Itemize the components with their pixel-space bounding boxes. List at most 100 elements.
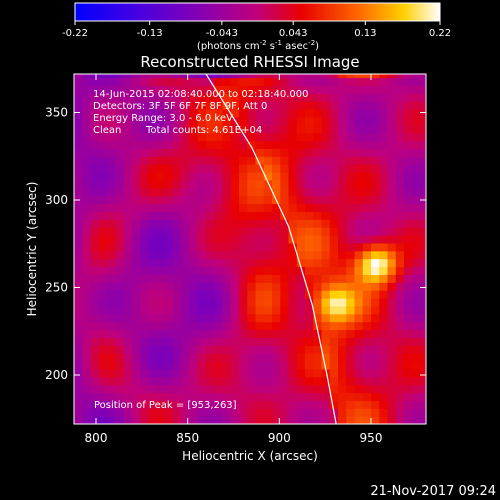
heatmap-cell — [123, 408, 133, 417]
heatmap-cell — [107, 337, 116, 346]
heatmap-cell — [354, 132, 364, 142]
heatmap-cell — [164, 329, 174, 338]
heatmap-cell — [214, 101, 224, 110]
heatmap-cell — [230, 164, 240, 173]
heatmap-cell — [387, 85, 397, 94]
heatmap-cell — [288, 109, 298, 118]
heatmap-cell — [329, 290, 339, 299]
heatmap-cell — [379, 329, 389, 338]
heatmap-cell — [263, 321, 273, 331]
heatmap-cell — [371, 416, 380, 424]
heatmap-cell — [164, 195, 174, 205]
heatmap-cell — [214, 124, 224, 134]
heatmap-cell — [148, 85, 158, 94]
heatmap-cell — [404, 227, 413, 236]
heatmap-cell — [338, 172, 347, 181]
heatmap-cell — [288, 329, 298, 338]
heatmap-cell — [272, 187, 281, 197]
heatmap-cell — [371, 164, 380, 173]
heatmap-cell — [420, 235, 426, 244]
heatmap-cell — [395, 416, 405, 424]
heatmap-cell — [371, 195, 380, 205]
heatmap-cell — [371, 376, 380, 386]
heatmap-cell — [420, 408, 426, 417]
heatmap-cell — [329, 337, 339, 346]
heatmap-cell — [404, 290, 413, 299]
heatmap-cell — [115, 140, 125, 149]
heatmap-cell — [395, 345, 405, 354]
heatmap-cell — [412, 282, 422, 291]
heatmap-cell — [90, 305, 100, 315]
heatmap-cell — [329, 282, 339, 291]
heatmap-cell — [82, 132, 92, 142]
heatmap-cell — [296, 353, 306, 362]
heatmap-cell — [173, 384, 182, 394]
heatmap-cell — [404, 74, 413, 79]
heatmap-cell — [371, 290, 380, 299]
heatmap-cell — [354, 400, 364, 409]
heatmap-cell — [222, 179, 232, 189]
heatmap-cell — [181, 416, 191, 424]
heatmap-cell — [288, 203, 298, 212]
heatmap-cell — [206, 313, 215, 323]
heatmap-cell — [379, 321, 389, 331]
heatmap-cell — [288, 250, 298, 260]
heatmap-cell — [371, 179, 380, 189]
heatmap-cell — [346, 101, 356, 110]
heatmap-cell — [313, 77, 323, 86]
heatmap-cell — [98, 313, 108, 323]
heatmap-cell — [164, 116, 174, 126]
heatmap-cell — [395, 227, 405, 236]
heatmap-cell — [107, 85, 116, 94]
heatmap-cell — [107, 124, 116, 134]
heatmap-cell — [197, 156, 207, 165]
heatmap-cell — [164, 361, 174, 370]
heatmap-cell — [371, 101, 380, 110]
heatmap-cell — [131, 195, 141, 205]
heatmap-cell — [197, 345, 207, 354]
heatmap-cell — [74, 77, 83, 86]
heatmap-cell — [222, 211, 232, 220]
heatmap-cell — [379, 211, 389, 220]
heatmap-cell — [338, 313, 347, 323]
heatmap-cell — [189, 408, 199, 417]
heatmap-cell — [90, 290, 100, 299]
heatmap-cell — [82, 156, 92, 165]
heatmap-cell — [164, 156, 174, 165]
x-tick-label: 850 — [176, 431, 199, 445]
heatmap-cell — [230, 140, 240, 149]
heatmap-cell — [74, 361, 83, 370]
heatmap-cell — [131, 211, 141, 220]
heatmap-cell — [123, 235, 133, 244]
heatmap-cell — [181, 203, 191, 212]
heatmap-cell — [189, 290, 199, 299]
heatmap-cell — [296, 172, 306, 181]
heatmap-cell — [387, 321, 397, 331]
heatmap-cell — [123, 74, 133, 79]
annotation-energy-range: Energy Range: 3.0 - 6.0 keV — [93, 113, 233, 124]
heatmap-cell — [255, 290, 265, 299]
heatmap-cell — [131, 353, 141, 362]
heatmap-cell — [288, 282, 298, 291]
heatmap-cell — [272, 93, 281, 102]
colorbar-tick-label: 0.22 — [429, 28, 451, 39]
heatmap-cell — [263, 250, 273, 260]
heatmap-cell — [74, 164, 83, 173]
heatmap-cell — [272, 227, 281, 236]
heatmap-cell — [197, 85, 207, 94]
heatmap-cell — [288, 266, 298, 275]
heatmap-cell — [239, 74, 248, 79]
heatmap-cell — [371, 250, 380, 260]
heatmap-cell — [321, 124, 331, 134]
heatmap-cell — [181, 140, 191, 149]
heatmap-cell — [362, 329, 372, 338]
heatmap-cell — [123, 195, 133, 205]
heatmap-cell — [395, 109, 405, 118]
heatmap-cell — [123, 109, 133, 118]
heatmap-cell — [255, 321, 265, 331]
heatmap-cell — [404, 250, 413, 260]
heatmap-cell — [371, 353, 380, 362]
heatmap-cell — [371, 93, 380, 102]
heatmap-cell — [222, 101, 232, 110]
heatmap-cell — [107, 266, 116, 275]
